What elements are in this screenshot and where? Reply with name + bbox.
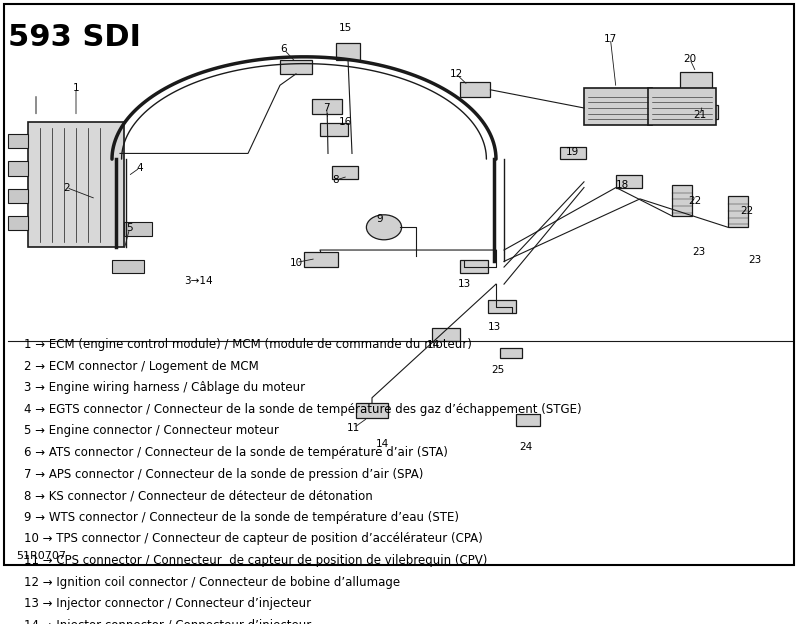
- Text: 24: 24: [519, 442, 532, 452]
- Text: 13: 13: [488, 322, 501, 332]
- Text: 3 → Engine wiring harness / Câblage du moteur: 3 → Engine wiring harness / Câblage du m…: [24, 381, 305, 394]
- Bar: [28, 122, 124, 247]
- Bar: [516, 414, 540, 426]
- Bar: [280, 60, 312, 74]
- Bar: [488, 300, 516, 313]
- Text: 5 → Engine connector / Connecteur moteur: 5 → Engine connector / Connecteur moteur: [24, 424, 279, 437]
- Text: 9 → WTS connector / Connecteur de la sonde de température d’eau (STE): 9 → WTS connector / Connecteur de la son…: [24, 511, 459, 524]
- Circle shape: [366, 215, 402, 240]
- Text: 11: 11: [347, 423, 360, 433]
- Text: 593 SDI: 593 SDI: [8, 22, 141, 52]
- Text: 19: 19: [566, 147, 579, 157]
- Text: 1 → ECM (engine control module) / MCM (module de commande du moteur): 1 → ECM (engine control module) / MCM (m…: [24, 338, 472, 351]
- Bar: [320, 123, 348, 137]
- Text: 10: 10: [290, 258, 302, 268]
- Text: 10 → TPS connector / Connecteur de capteur de position d’accélérateur (CPA): 10 → TPS connector / Connecteur de capte…: [24, 532, 482, 545]
- Bar: [336, 42, 360, 60]
- Bar: [688, 105, 718, 119]
- Text: 6 → ATS connector / Connecteur de la sonde de température d’air (STA): 6 → ATS connector / Connecteur de la son…: [24, 446, 448, 459]
- Bar: [8, 216, 28, 230]
- Text: 22: 22: [740, 207, 753, 217]
- Text: 9: 9: [377, 214, 383, 224]
- Text: 5: 5: [126, 223, 133, 233]
- Text: 2: 2: [63, 182, 70, 193]
- Text: 13 → Injector connector / Connecteur d’injecteur: 13 → Injector connector / Connecteur d’i…: [24, 597, 311, 610]
- Bar: [728, 196, 748, 227]
- Bar: [560, 147, 586, 159]
- Bar: [332, 167, 358, 179]
- Text: 20: 20: [683, 54, 696, 64]
- Text: 22: 22: [688, 195, 701, 205]
- Bar: [672, 185, 692, 216]
- Bar: [584, 88, 652, 125]
- Text: 7: 7: [323, 103, 330, 113]
- Text: 16: 16: [339, 117, 352, 127]
- Bar: [616, 175, 642, 188]
- Text: 15: 15: [339, 24, 352, 34]
- Text: 51R0707: 51R0707: [16, 552, 66, 562]
- Text: 13: 13: [458, 279, 470, 289]
- Bar: [8, 188, 28, 203]
- Text: 14: 14: [427, 340, 440, 350]
- Text: 7 → APS connector / Connecteur de la sonde de pression d’air (SPA): 7 → APS connector / Connecteur de la son…: [24, 467, 423, 480]
- Text: 6: 6: [281, 44, 287, 54]
- Bar: [460, 260, 488, 273]
- Bar: [432, 328, 460, 341]
- Text: 23: 23: [692, 246, 705, 256]
- Bar: [304, 252, 338, 267]
- Bar: [124, 222, 152, 236]
- Text: 12 → Ignition coil connector / Connecteur de bobine d’allumage: 12 → Ignition coil connector / Connecteu…: [24, 575, 400, 588]
- Text: 23: 23: [748, 255, 761, 265]
- Text: 18: 18: [616, 180, 629, 190]
- Text: 4: 4: [137, 163, 143, 173]
- Text: 8: 8: [333, 175, 339, 185]
- Text: 8 → KS connector / Connecteur de détecteur de détonation: 8 → KS connector / Connecteur de détecte…: [24, 489, 373, 502]
- Bar: [112, 260, 144, 273]
- Text: 17: 17: [604, 34, 617, 44]
- Text: 11 → CPS connector / Connecteur  de capteur de position de vilebrequin (CPV): 11 → CPS connector / Connecteur de capte…: [24, 554, 487, 567]
- Bar: [648, 88, 716, 125]
- Text: 21: 21: [694, 110, 706, 120]
- Text: 14: 14: [376, 439, 389, 449]
- Bar: [356, 404, 388, 417]
- Text: 14 → Injector connector / Connecteur d’injecteur: 14 → Injector connector / Connecteur d’i…: [24, 619, 311, 624]
- Bar: [8, 134, 28, 149]
- Bar: [312, 99, 342, 114]
- Text: 1: 1: [73, 83, 79, 93]
- Bar: [8, 162, 28, 175]
- Text: 4 → EGTS connector / Connecteur de la sonde de température des gaz d’échappement: 4 → EGTS connector / Connecteur de la so…: [24, 403, 582, 416]
- Bar: [680, 72, 712, 88]
- Text: 25: 25: [491, 366, 504, 376]
- Text: 2 → ECM connector / Logement de MCM: 2 → ECM connector / Logement de MCM: [24, 359, 258, 373]
- Text: 12: 12: [450, 69, 462, 79]
- Text: 3→14: 3→14: [184, 276, 213, 286]
- Bar: [460, 82, 490, 97]
- Bar: [500, 348, 522, 358]
